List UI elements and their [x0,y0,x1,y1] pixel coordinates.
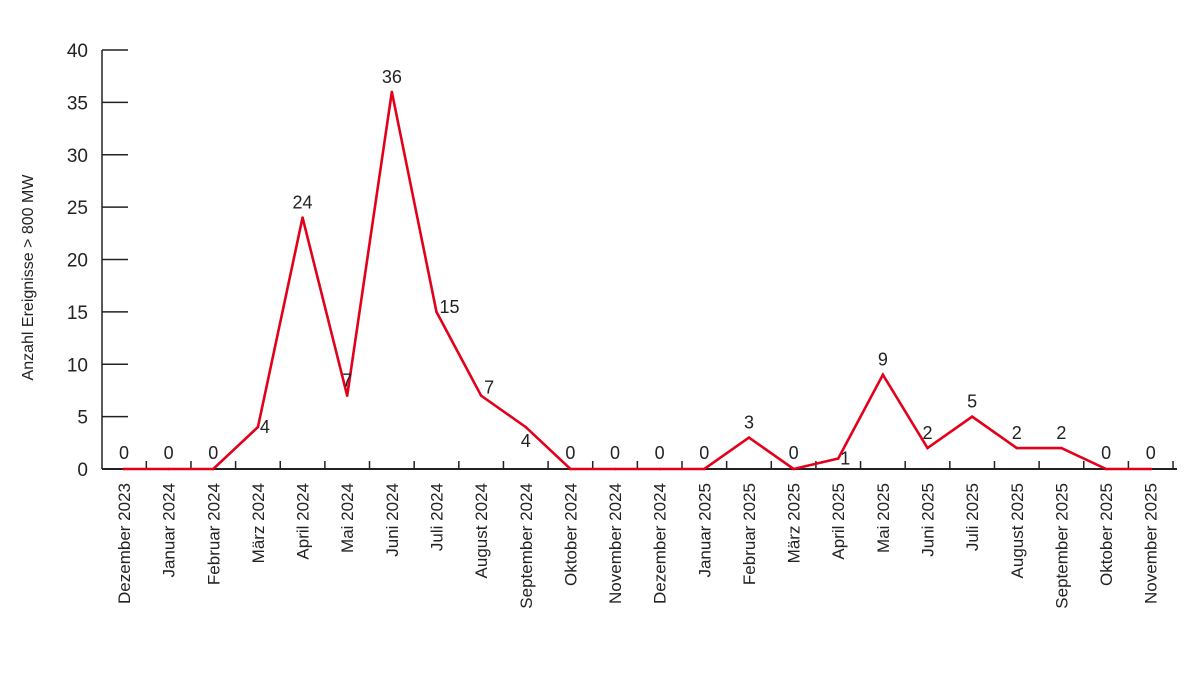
x-category-label: Oktober 2024 [561,483,580,586]
x-category-label: Juni 2024 [383,483,402,557]
data-label: 0 [789,443,799,463]
series-layer [122,90,1153,471]
data-label: 4 [521,431,531,451]
data-label: 36 [382,67,402,87]
data-point [479,394,483,397]
x-category-label: März 2025 [785,483,804,563]
data-point [747,436,751,439]
x-category-label: September 2024 [517,483,536,609]
data-point [881,373,885,377]
y-tick-label: 5 [77,408,88,429]
data-point [211,467,215,471]
data-point [301,216,304,219]
data-label: 1 [840,449,850,469]
data-label: 3 [744,413,754,433]
data-point [569,467,572,471]
data-label: 9 [878,350,888,370]
data-label: 0 [164,443,174,463]
y-tick-label: 30 [67,146,88,167]
data-point [1060,446,1063,450]
data-point [390,90,394,94]
data-label: 0 [655,443,665,463]
y-tick-label: 40 [67,41,88,62]
data-point [1104,467,1108,471]
data-point [256,425,260,429]
x-category-label: August 2025 [1008,483,1027,578]
data-label: 0 [565,443,575,463]
data-point [703,467,706,471]
data-labels-layer: 0 0 0 4 24 7 36 15 7 4 0 0 0 0 3 0 1 9 2 5 2 2 0 0 [119,67,1156,469]
y-tick-label: 0 [77,460,88,481]
data-label: 4 [260,417,270,437]
x-category-label: Dezember 2023 [115,483,134,604]
x-category-label: August 2024 [472,483,491,578]
data-label: 5 [967,392,977,412]
data-point [792,467,795,471]
y-tick-label: 15 [67,303,88,324]
x-category-label: November 2025 [1142,483,1161,604]
data-point [167,467,170,471]
data-point [435,310,438,314]
y-tick-label: 20 [67,251,88,272]
x-category-label: Januar 2025 [695,483,714,578]
data-point [122,467,126,471]
data-label: 24 [293,193,313,213]
data-point [970,415,974,418]
x-category-label: Juli 2024 [427,483,446,551]
data-label: 7 [484,378,494,398]
x-category-label: Oktober 2025 [1097,483,1116,586]
data-label: 0 [119,443,129,463]
x-category-label: Juni 2025 [919,483,938,557]
data-point [613,467,617,471]
data-point [658,467,661,471]
data-point [524,425,528,429]
x-category-label: November 2024 [606,483,625,604]
data-label: 0 [208,443,218,463]
x-category-label: Februar 2024 [204,483,223,585]
x-category-label: März 2024 [249,483,268,563]
data-point [345,394,349,397]
y-tick-label: 10 [67,355,88,376]
y-tick-label: 35 [67,93,88,114]
data-label: 2 [1012,423,1022,443]
x-category-label: Dezember 2024 [651,483,670,604]
x-category-label: Mai 2024 [338,483,357,553]
y-tick-label: 25 [67,198,88,219]
data-point [1149,467,1153,471]
data-label: 2 [1056,423,1066,443]
x-category-label: Juli 2025 [963,483,982,551]
series-line [122,91,1153,471]
x-category-label: April 2025 [829,483,848,560]
x-category-label: Mai 2025 [874,483,893,553]
data-label: 0 [1146,443,1156,463]
x-category-label: Februar 2025 [740,483,759,585]
data-label: 0 [610,443,620,463]
data-point [926,446,929,450]
data-point [836,457,840,460]
y-axis-title: Anzahl Ereignisse > 800 MW [20,174,37,381]
data-point [1015,446,1019,450]
x-category-label: September 2025 [1052,483,1071,609]
x-category-label: April 2024 [294,483,313,560]
data-label: 7 [342,371,352,391]
data-label: 15 [439,297,459,317]
data-label: 0 [1101,443,1111,463]
data-label: 0 [699,443,709,463]
x-category-label: Januar 2024 [160,483,179,578]
data-label: 2 [923,423,933,443]
